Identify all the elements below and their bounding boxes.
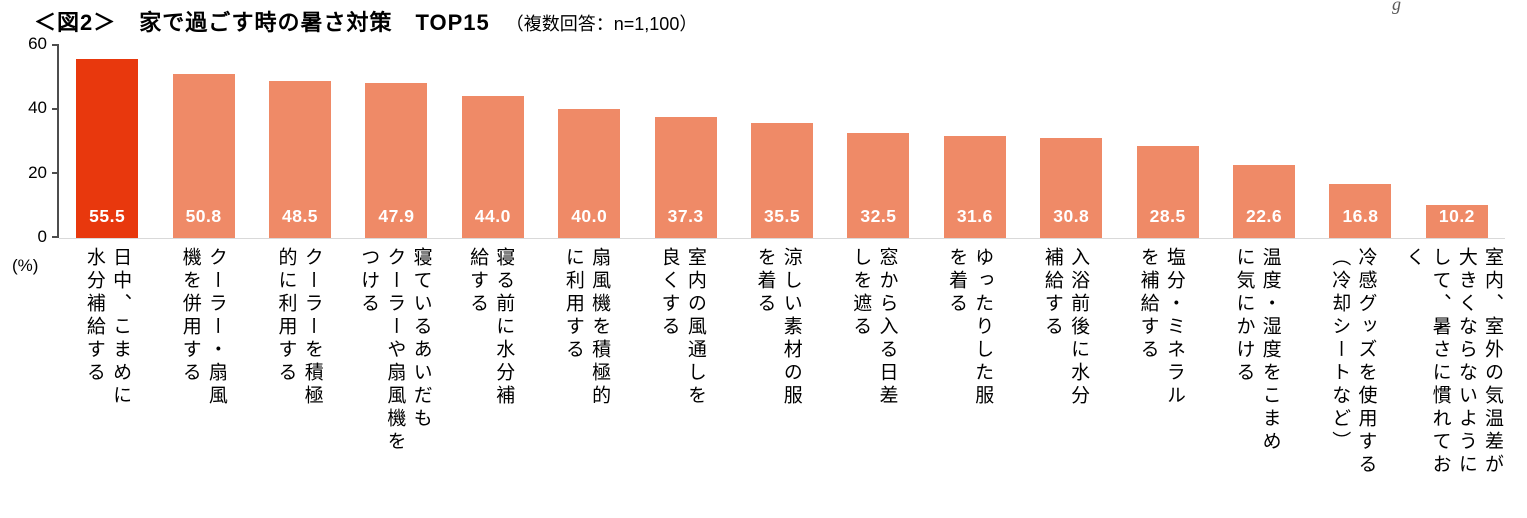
bar-12: 28.5	[1136, 145, 1199, 238]
chart-header: ＜図2＞ 家で過ごす時の暑さ対策 TOP15 （複数回答：n=1,100）	[34, 5, 697, 37]
x-label-cell-15: 室内、室外の気温差が 大きくならないように して、暑さに慣れてお く	[1400, 247, 1505, 477]
bar-column-13: 22.6	[1216, 44, 1312, 238]
y-tickmark	[52, 172, 59, 174]
x-label-11: 入浴前後に水分 補給する	[1041, 247, 1090, 408]
bar-value-6: 40.0	[571, 206, 608, 226]
plot-area: 55.5 50.8 48.5 47.9 44.0 40.0 37.3 35.5 32.5 31.6…	[59, 44, 1505, 239]
bar-value-1: 55.5	[89, 206, 126, 226]
bar-4: 47.9	[365, 83, 428, 238]
x-label-12: 塩分・ミネラル を補給する	[1137, 247, 1185, 408]
bar-column-11: 30.8	[1023, 44, 1119, 238]
x-label-8: 涼しい素材の服 を着る	[754, 247, 802, 408]
x-label-cell-3: クーラーを積極 的に利用する	[251, 247, 347, 408]
bar-column-3: 48.5	[252, 44, 348, 238]
x-label-cell-2: クーラー・扇風 機を併用する	[155, 247, 251, 408]
bar-5: 44.0	[461, 95, 524, 238]
x-label-1: 日中、こまめに 水分補給する	[83, 247, 132, 408]
bar-3: 48.5	[269, 81, 332, 238]
y-tickmark	[52, 108, 59, 110]
x-label-15: 室内、室外の気温差が 大きくならないように して、暑さに慣れてお く	[1403, 247, 1504, 477]
x-label-cell-7: 室内の風通しを 良くする	[634, 247, 730, 408]
bar-10: 31.6	[943, 135, 1006, 238]
bar-column-9: 32.5	[830, 44, 926, 238]
x-label-6: 扇風機を積極的 に利用する	[562, 247, 611, 408]
y-tickmark	[52, 236, 59, 238]
y-tick-label-40: 40	[28, 98, 47, 117]
bar-2: 50.8	[172, 73, 235, 238]
bar-value-2: 50.8	[185, 206, 222, 226]
x-labels: 日中、こまめに 水分補給する クーラー・扇風 機を併用する クーラーを積極 的に利用…	[59, 247, 1505, 477]
bar-column-1: 55.5	[59, 44, 155, 238]
stray-text-fragment: g	[1392, 0, 1401, 14]
chart-title: ＜図2＞ 家で過ごす時の暑さ対策 TOP15	[34, 10, 490, 35]
bar-value-12: 28.5	[1149, 206, 1186, 226]
chart-subtitle: （複数回答：n=1,100）	[505, 14, 698, 34]
x-label-cell-5: 寝る前に水分補 給する	[442, 247, 538, 408]
x-label-cell-11: 入浴前後に水分 補給する	[1017, 247, 1113, 408]
x-label-4: 寝ているあいだも クーラーや扇風機を つける	[358, 247, 432, 454]
bar-15: 10.2	[1425, 205, 1488, 238]
bar-value-5: 44.0	[474, 206, 511, 226]
bar-value-13: 22.6	[1246, 206, 1283, 226]
x-label-cell-13: 温度・湿度をこまめ に気にかける	[1209, 247, 1305, 454]
x-label-14: 冷感グッズを使用する （冷却シートなど）	[1329, 247, 1377, 477]
bar-column-6: 40.0	[541, 44, 637, 238]
x-label-5: 寝る前に水分補 給する	[467, 247, 515, 408]
x-label-10: ゆったりした服 を着る	[946, 247, 994, 408]
y-tick-label-20: 20	[28, 163, 47, 182]
bar-11: 30.8	[1040, 138, 1103, 238]
bar-9: 32.5	[847, 132, 910, 238]
x-label-cell-14: 冷感グッズを使用する （冷却シートなど）	[1304, 247, 1400, 477]
bar-value-10: 31.6	[956, 206, 993, 226]
bar-column-10: 31.6	[927, 44, 1023, 238]
x-label-9: 窓から入る日差 しを遮る	[850, 247, 898, 408]
x-label-cell-6: 扇風機を積極的 に利用する	[538, 247, 634, 408]
bar-1: 55.5	[76, 58, 139, 238]
x-label-cell-1: 日中、こまめに 水分補給する	[59, 247, 155, 408]
bar-7: 37.3	[654, 117, 717, 238]
y-tickmark	[52, 44, 59, 46]
bar-value-4: 47.9	[378, 206, 415, 226]
x-label-cell-12: 塩分・ミネラル を補給する	[1113, 247, 1209, 408]
bar-13: 22.6	[1233, 164, 1296, 238]
x-label-cell-10: ゆったりした服 を着る	[921, 247, 1017, 408]
bar-column-14: 16.8	[1312, 44, 1408, 238]
x-label-2: クーラー・扇風 機を併用する	[179, 247, 227, 408]
bar-column-8: 35.5	[734, 44, 830, 238]
x-label-cell-4: 寝ているあいだも クーラーや扇風機を つける	[346, 247, 442, 454]
y-tick-label-0: 0	[37, 227, 47, 246]
bar-column-5: 44.0	[445, 44, 541, 238]
bar-8: 35.5	[751, 123, 814, 238]
bar-value-7: 37.3	[667, 206, 704, 226]
bar-value-9: 32.5	[860, 206, 897, 226]
x-label-cell-8: 涼しい素材の服 を着る	[730, 247, 826, 408]
bar-column-4: 47.9	[348, 44, 444, 238]
bar-column-15: 10.2	[1409, 44, 1505, 238]
x-label-13: 温度・湿度をこまめ に気にかける	[1233, 247, 1281, 454]
bar-value-8: 35.5	[764, 206, 801, 226]
x-label-3: クーラーを積極 的に利用する	[275, 247, 323, 408]
bar-value-14: 16.8	[1342, 206, 1379, 226]
bar-column-2: 50.8	[155, 44, 251, 238]
bar-column-7: 37.3	[637, 44, 733, 238]
bar-value-11: 30.8	[1053, 206, 1090, 226]
y-axis-unit: (%)	[12, 256, 39, 275]
bar-value-15: 10.2	[1438, 206, 1475, 226]
x-label-cell-9: 窓から入る日差 しを遮る	[825, 247, 921, 408]
y-tick-label-60: 60	[28, 34, 47, 53]
x-label-7: 室内の風通しを 良くする	[658, 247, 706, 408]
bar-6: 40.0	[558, 108, 621, 238]
bar-value-3: 48.5	[281, 206, 319, 226]
y-axis: 60 40 20 0 (%)	[0, 34, 59, 275]
bar-14: 16.8	[1329, 183, 1392, 238]
bar-column-12: 28.5	[1119, 44, 1215, 238]
